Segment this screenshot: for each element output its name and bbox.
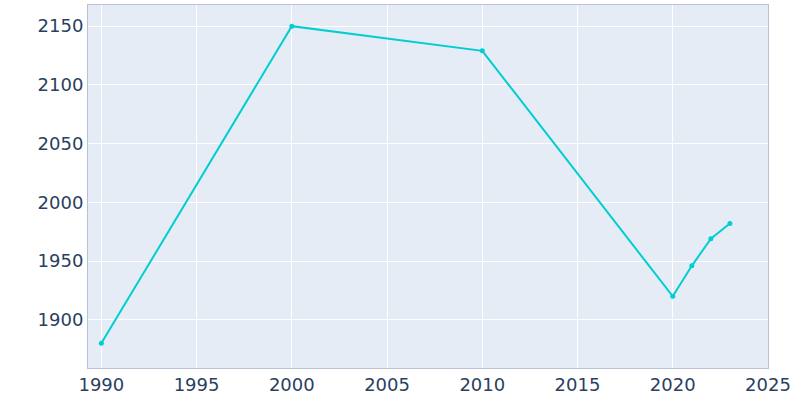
svg-text:2005: 2005: [364, 374, 410, 395]
svg-text:1995: 1995: [174, 374, 220, 395]
svg-text:2100: 2100: [38, 74, 84, 95]
svg-text:2020: 2020: [650, 374, 696, 395]
svg-text:1990: 1990: [78, 374, 124, 395]
svg-text:2025: 2025: [745, 374, 791, 395]
svg-text:2000: 2000: [38, 192, 84, 213]
svg-text:2150: 2150: [38, 15, 84, 36]
svg-text:2015: 2015: [555, 374, 601, 395]
svg-text:2000: 2000: [269, 374, 315, 395]
svg-text:2010: 2010: [459, 374, 505, 395]
svg-text:1900: 1900: [38, 309, 84, 330]
svg-text:1950: 1950: [38, 250, 84, 271]
svg-text:2050: 2050: [38, 133, 84, 154]
